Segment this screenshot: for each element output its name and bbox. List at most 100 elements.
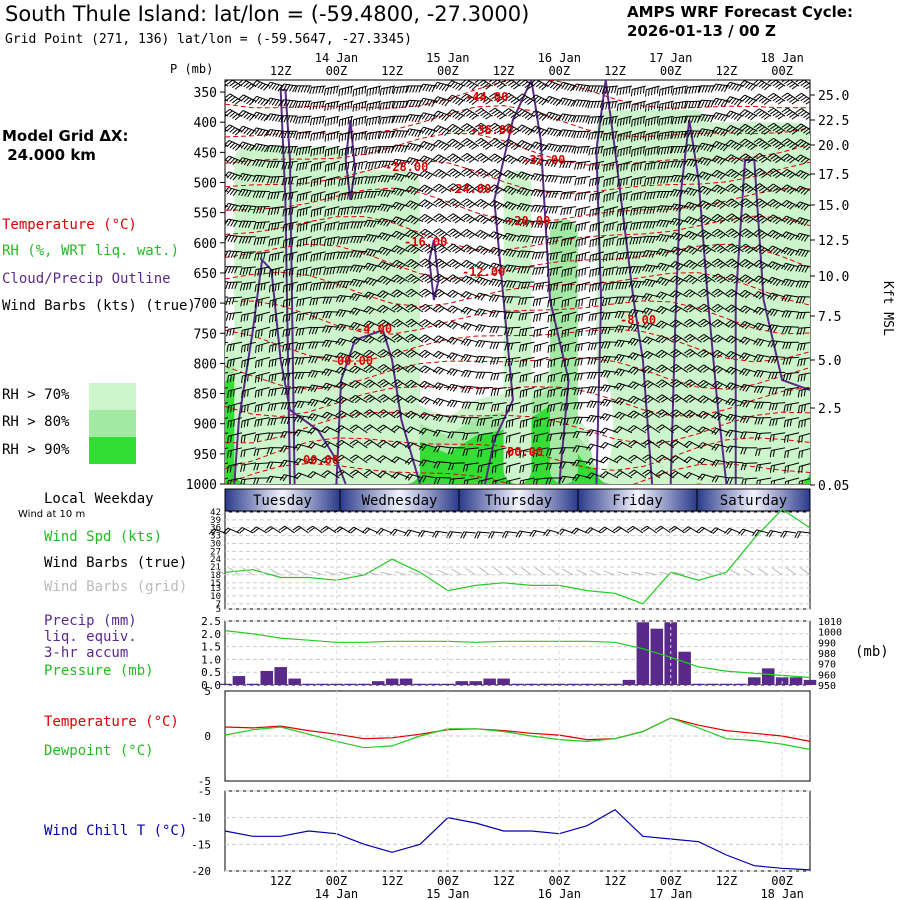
wind-barb-flag <box>463 230 470 236</box>
wind-barb-flag <box>466 324 472 331</box>
wind-barb-flag <box>781 80 786 83</box>
wind-barb-flag <box>460 259 467 266</box>
wind-barb-flag <box>795 233 800 240</box>
wind-barb-flag <box>757 433 761 441</box>
wind-barb-flag <box>310 195 313 203</box>
wind-barb <box>534 188 549 193</box>
wind-barb-flag <box>690 130 695 138</box>
wind-barb-flag <box>756 386 761 394</box>
wind-barb-flag <box>739 384 745 391</box>
wind-barb-flag <box>260 298 263 306</box>
wind-barb-flag <box>308 341 312 349</box>
wind-barb-flag <box>414 144 419 152</box>
wind-barb-flag <box>293 443 299 451</box>
wind-barb-flag <box>452 354 458 361</box>
wind-barb-flag <box>248 236 252 244</box>
wind-barb-flag <box>769 434 772 442</box>
wind-barb-flag <box>783 170 790 176</box>
wind-barb-flag <box>391 274 398 280</box>
wind-barb-flag <box>753 183 760 188</box>
wind-barb-flag <box>612 192 614 200</box>
wind-barb-flag <box>333 162 336 170</box>
wind-barb-flag <box>295 117 299 125</box>
wind-barb-flag <box>491 435 494 443</box>
wind-barb-flag <box>546 434 549 442</box>
wind-barb <box>339 323 354 328</box>
wind-barb-flag <box>507 327 511 335</box>
wind-barb <box>646 350 661 358</box>
wind-barb-flag <box>567 358 570 367</box>
wind-barb <box>227 296 242 299</box>
wind-barb <box>492 432 507 437</box>
wind-barb-flag <box>525 189 531 197</box>
wind-barb-flag <box>745 354 751 361</box>
wind-barb-flag <box>573 147 577 155</box>
wind-barb-flag <box>622 223 625 231</box>
wind-barb-flag <box>570 252 573 260</box>
wind-barb-flag <box>371 280 378 287</box>
wind-barb-flag <box>567 115 572 122</box>
wind-barb-flag <box>435 321 442 327</box>
wind-barb-flag <box>714 336 721 342</box>
wind-barb-flag <box>516 219 522 226</box>
wind-barb-flag <box>436 430 441 437</box>
wind-barb-flag <box>232 205 238 212</box>
wind-barb-flag <box>604 327 608 335</box>
wind-barb-flag <box>510 189 517 196</box>
wind-barb-flag <box>560 239 563 247</box>
wind-barb-flag <box>394 174 399 181</box>
wind-barb <box>423 112 438 117</box>
wind-barb-flag <box>324 119 327 127</box>
wind-barb-flag <box>246 159 252 167</box>
wind-barb-flag <box>246 175 252 182</box>
wind-barb-flag <box>784 80 791 85</box>
wind-barb-flag <box>304 101 308 109</box>
wind-barb <box>494 184 507 192</box>
wind-barb <box>297 175 312 180</box>
wind-barb-flag <box>615 268 619 276</box>
wind-barb-flag <box>361 102 364 110</box>
wind-barb-flag <box>230 251 235 258</box>
wind-barb-flag <box>274 359 277 367</box>
wind-barb-flag <box>644 308 650 315</box>
wind-barb <box>353 206 368 209</box>
wind-barb-flag <box>454 143 462 149</box>
wind-barb-flag <box>460 93 467 99</box>
wind-barb <box>228 356 243 361</box>
wind-barb <box>241 251 256 254</box>
wind-barb-flag <box>711 334 718 340</box>
wind-barb-flag <box>723 85 729 93</box>
wind-barb-flag <box>747 143 754 149</box>
wind-barb <box>687 85 702 88</box>
wind-barb-flag <box>522 374 525 383</box>
wind-barb <box>395 130 410 132</box>
wind-barb-flag <box>466 247 473 253</box>
wind-barb-flag <box>271 83 277 90</box>
wind-barb-flag <box>298 328 302 336</box>
wind-barb-flag <box>251 143 257 150</box>
wind-barb-flag <box>775 113 782 118</box>
wind-barb-flag <box>311 356 316 364</box>
wind-barb <box>716 169 730 177</box>
wind-barb-flag <box>405 288 412 294</box>
wind-barb-flag <box>697 410 704 417</box>
wind-barb-flag <box>736 130 743 136</box>
wind-barb-flag <box>753 138 760 143</box>
wind-barb-flag <box>534 252 538 260</box>
wind-barb-flag <box>587 357 591 365</box>
wind-barb-flag <box>309 313 313 321</box>
wind-barb-flag <box>723 130 729 137</box>
wind-barb-flag <box>366 351 373 357</box>
wind-barb-flag <box>570 283 573 291</box>
wind-barb <box>786 168 800 177</box>
wind-barb-flag <box>759 324 765 331</box>
wind-barb <box>367 130 382 135</box>
wind-barb <box>269 266 284 271</box>
wind-barb-flag <box>510 158 517 165</box>
wind-barb-flag <box>598 252 600 261</box>
wind-barb-flag <box>407 412 414 418</box>
wind-barb-flag <box>316 238 319 246</box>
wind-barb-flag <box>261 344 263 352</box>
wind-barb <box>703 333 716 343</box>
wind-barb-flag <box>477 109 484 115</box>
